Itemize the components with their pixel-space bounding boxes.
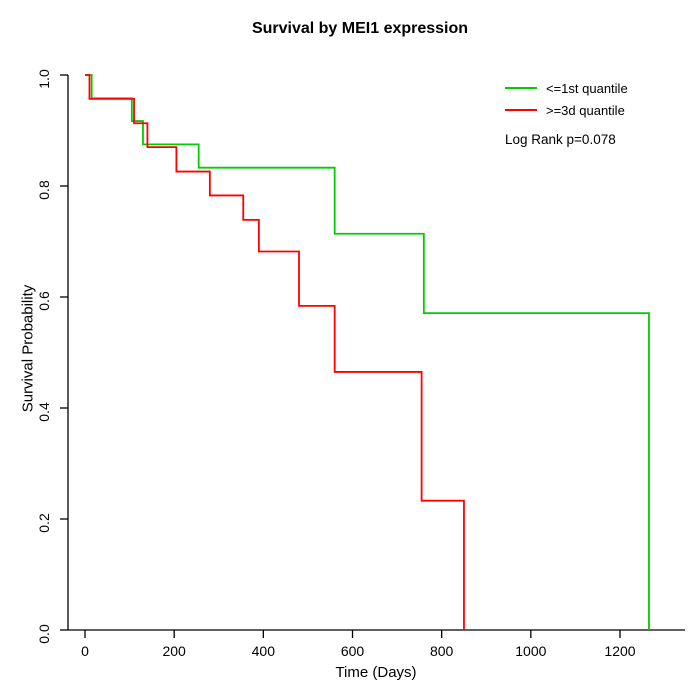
legend-label-high: >=3d quantile: [546, 102, 625, 118]
y-tick-label: 1.0: [36, 69, 52, 89]
legend-label-low: <=1st quantile: [546, 80, 628, 96]
km-curve-high-expression: [85, 74, 465, 630]
y-tick-label: 0.0: [36, 624, 52, 644]
x-axis-label: Time (Days): [335, 664, 417, 681]
x-tick-label: 400: [252, 643, 276, 659]
x-tick-label: 200: [162, 643, 186, 659]
x-tick-label: 0: [81, 643, 89, 659]
km-curve-low-expression: [85, 74, 650, 630]
legend-item-high-expression: >=3d quantile: [505, 102, 628, 118]
legend-item-low-expression: <=1st quantile: [505, 80, 628, 96]
chart-title: Survival by MEI1 expression: [251, 20, 469, 37]
x-tick-label: 800: [430, 643, 454, 659]
x-tick-label: 600: [341, 643, 365, 659]
x-tick-label: 1200: [604, 643, 635, 659]
legend-line-green-icon: [505, 87, 537, 89]
x-tick-label: 1000: [515, 643, 546, 659]
log-rank-annotation: Log Rank p=0.078: [505, 132, 616, 147]
y-tick-label: 0.8: [36, 180, 52, 200]
y-tick-label: 0.4: [36, 402, 52, 422]
legend: <=1st quantile >=3d quantile Log Rank p=…: [505, 80, 628, 147]
legend-line-red-icon: [505, 109, 537, 111]
y-tick-label: 0.2: [36, 513, 52, 533]
y-tick-label: 0.6: [36, 291, 52, 311]
